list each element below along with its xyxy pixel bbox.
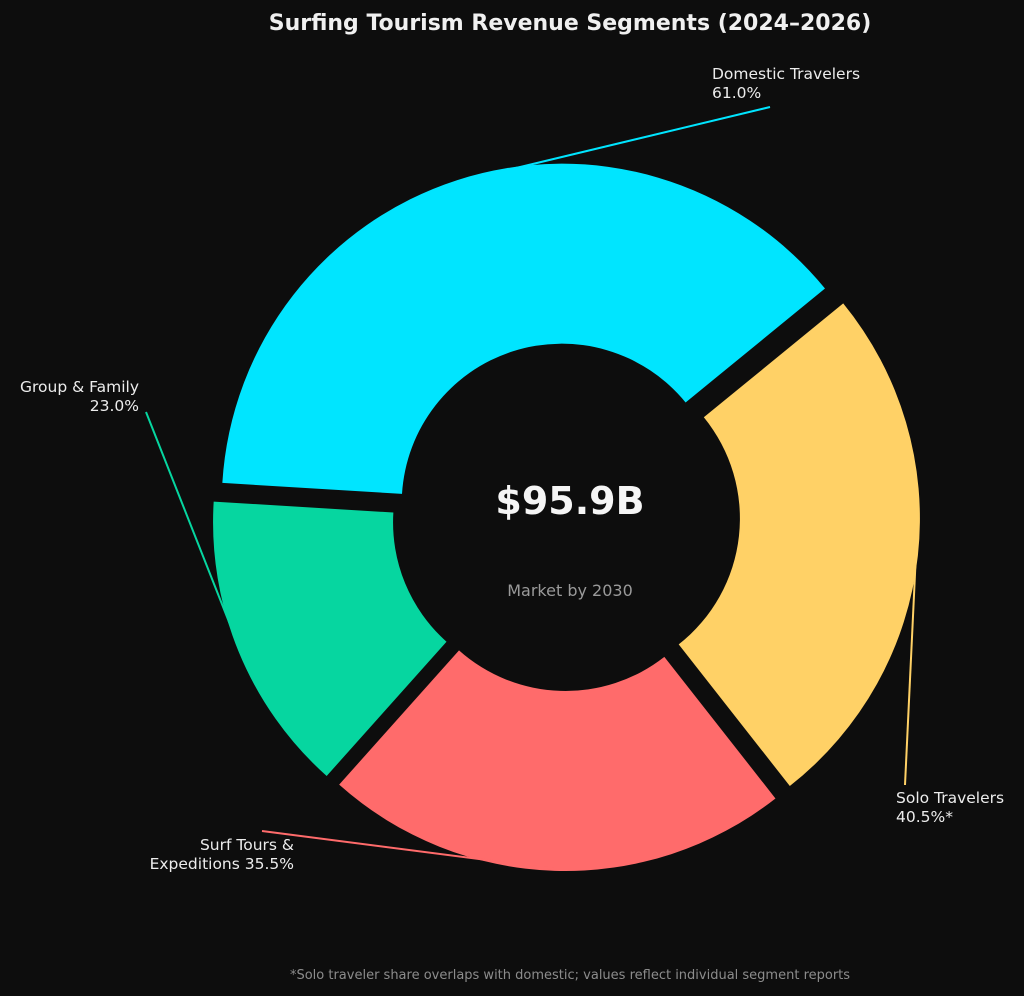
slice-label: Solo Travelers 40.5%* <box>896 789 1004 826</box>
slice-label-line: Expeditions 35.5% <box>150 855 294 873</box>
leader-line <box>457 106 771 183</box>
slice-label: Domestic Travelers 61.0% <box>712 65 860 102</box>
center-value: $95.9B <box>495 479 644 523</box>
center-label: Market by 2030 <box>507 581 633 600</box>
slice-surf-tours-expeditions <box>339 650 776 871</box>
leader-line <box>261 830 555 870</box>
chart-title: Surfing Tourism Revenue Segments (2024–2… <box>269 11 872 36</box>
footnote: *Solo traveler share overlaps with domes… <box>290 968 850 983</box>
slice-label-line: Group & Family <box>20 378 139 396</box>
slice-label-line: 61.0% <box>712 84 761 102</box>
slice-label-line: Solo Travelers <box>896 789 1004 807</box>
leader-line <box>904 555 917 786</box>
slice-label-line: 23.0% <box>90 397 139 415</box>
slice-solo-travelers <box>678 303 920 787</box>
slice-label: Group & Family 23.0% <box>20 378 139 415</box>
slice-label-line: Domestic Travelers <box>712 65 860 83</box>
leader-lines-group <box>145 106 917 870</box>
slice-label-line: Surf Tours & <box>200 836 294 854</box>
leader-line <box>145 411 242 652</box>
slice-domestic-travelers <box>222 163 825 494</box>
slice-label-line: 40.5%* <box>896 808 953 826</box>
slices-group <box>213 163 920 871</box>
slice-group-family <box>213 501 447 776</box>
slice-label: Surf Tours & Expeditions 35.5% <box>150 836 294 873</box>
slice-labels-group: Domestic Travelers 61.0% Solo Travelers 40.… <box>20 65 1004 873</box>
